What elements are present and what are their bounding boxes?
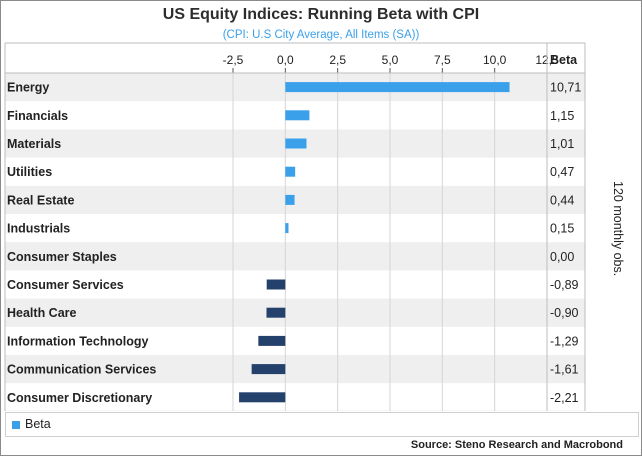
legend-swatch-beta [12, 421, 20, 429]
category-label: Health Care [7, 306, 77, 320]
x-tick-label: 7,5 [434, 53, 451, 67]
bar [285, 166, 296, 177]
legend: Beta [5, 412, 639, 437]
bar [285, 82, 510, 93]
right-axis-label: 120 monthly obs. [611, 181, 625, 277]
category-label: Communication Services [7, 363, 156, 377]
category-label: Information Technology [7, 334, 148, 348]
x-tick-label: 0,0 [277, 53, 294, 67]
data-label: -1,29 [550, 334, 579, 348]
data-label: 0,00 [550, 250, 574, 264]
category-label: Consumer Services [7, 278, 124, 292]
data-label: 1,15 [550, 109, 574, 123]
x-tick-label: 5,0 [382, 53, 399, 67]
bar [258, 335, 286, 346]
chart-title: US Equity Indices: Running Beta with CPI [162, 6, 480, 23]
row-band [5, 355, 585, 384]
source-note: Source: Steno Research and Macrobond [410, 439, 623, 451]
category-label: Energy [7, 81, 49, 95]
bar [285, 194, 295, 205]
data-label: 1,01 [550, 137, 574, 151]
data-label: -0,89 [550, 278, 579, 292]
data-label: 0,15 [550, 222, 574, 236]
data-label: 0,47 [550, 165, 574, 179]
chart-subtitle: (CPI: U.S City Average, All Items (SA)) [222, 29, 420, 41]
bar [285, 138, 307, 149]
category-label: Industrials [7, 222, 70, 236]
value-column-header: Beta [550, 53, 578, 67]
data-label: -0,90 [550, 306, 579, 320]
bar [266, 307, 286, 318]
category-label: Real Estate [7, 193, 74, 207]
bar [251, 364, 286, 375]
x-tick-label: 10,0 [483, 53, 507, 67]
row-band [5, 242, 585, 271]
x-tick-label: -2,5 [223, 53, 244, 67]
row-band [5, 298, 585, 327]
bar [266, 279, 286, 290]
x-tick-label: 2,5 [329, 53, 346, 67]
bar [285, 110, 310, 121]
bar [285, 223, 289, 234]
category-label: Materials [7, 137, 61, 151]
category-label: Consumer Discretionary [7, 391, 152, 405]
legend-label-beta: Beta [25, 417, 51, 431]
data-label: 0,44 [550, 193, 574, 207]
category-label: Consumer Staples [7, 250, 117, 264]
data-label: 10,71 [550, 81, 581, 95]
category-label: Financials [7, 109, 68, 123]
bar [239, 392, 286, 403]
category-label: Utilities [7, 165, 52, 179]
data-label: -1,61 [550, 363, 579, 377]
row-band [5, 185, 585, 214]
data-label: -2,21 [550, 391, 579, 405]
